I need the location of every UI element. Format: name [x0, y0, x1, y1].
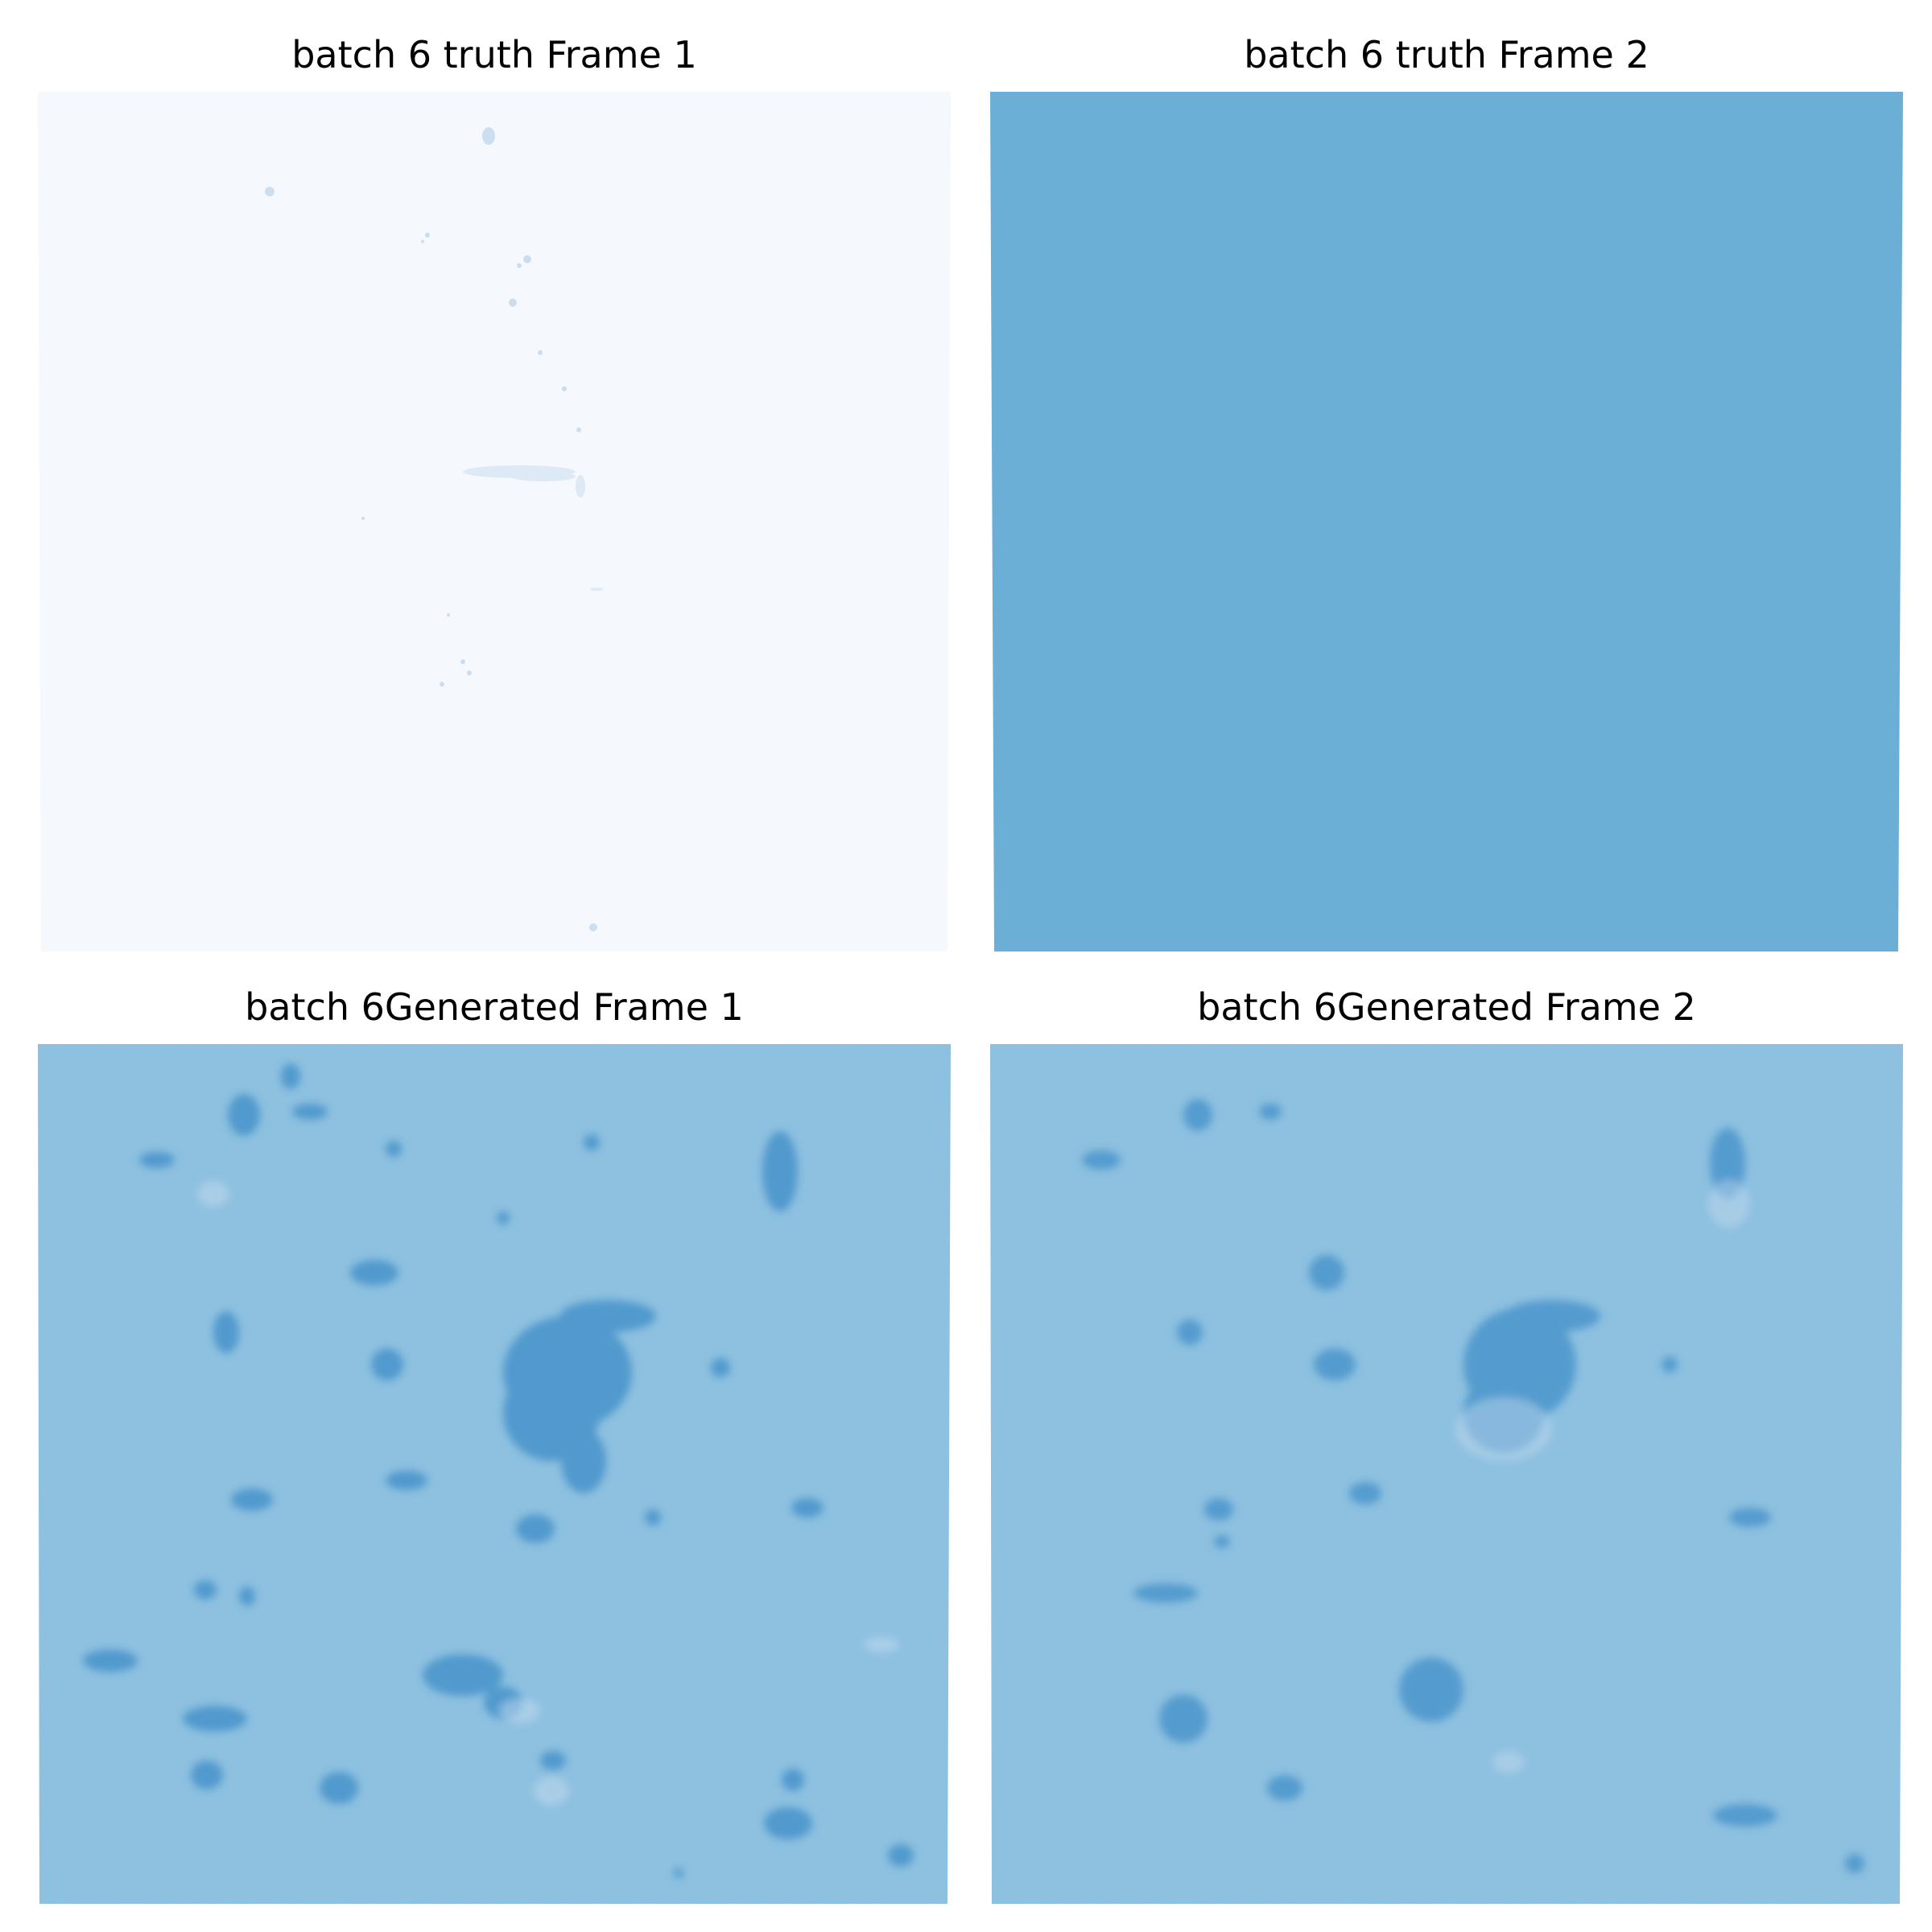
panel-truth-frame-1: batch 6 truth Frame 1 [36, 32, 952, 953]
panel-title: batch 6Generated Frame 1 [245, 985, 744, 1029]
truth-frame-1-image [38, 92, 951, 952]
image-area [990, 92, 1903, 952]
panel-generated-frame-2: batch 6Generated Frame 2 [989, 985, 1905, 1905]
truth-frame-2-image [990, 92, 1903, 952]
panel-title: batch 6 truth Frame 2 [1244, 33, 1649, 76]
panel-title: batch 6Generated Frame 2 [1197, 985, 1696, 1029]
generated-frame-2-image [990, 1044, 1903, 1904]
panel-truth-frame-2: batch 6 truth Frame 2 [989, 32, 1905, 953]
panel-generated-frame-1: batch 6Generated Frame 1 [36, 985, 952, 1905]
generated-frame-1-image [38, 1044, 951, 1904]
image-area [38, 92, 951, 952]
panel-title: batch 6 truth Frame 1 [291, 33, 697, 76]
